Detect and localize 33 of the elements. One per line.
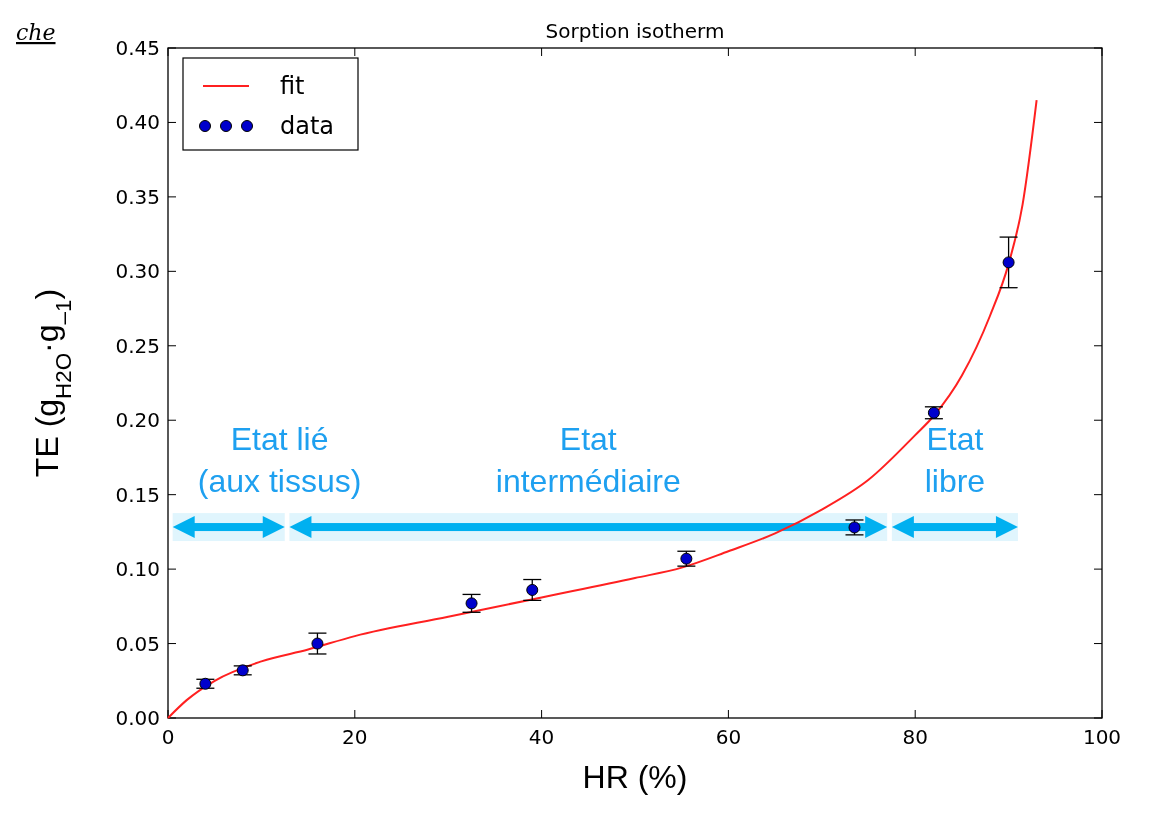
y-tick-label: 0.05 [115,631,160,656]
x-tick-label: 60 [715,725,742,749]
point [199,677,212,690]
x-tick-label: 80 [902,725,928,749]
x-tick-label: 20 [342,725,368,749]
x-tick-label: 40 [528,725,555,749]
text: che [16,20,56,45]
point [848,521,861,534]
point [526,583,539,596]
x-tick-label: 100 [1082,725,1122,749]
x-tick-label: 0 [161,725,175,749]
y-tick-label: 0.30 [115,259,160,284]
band-label: Etat intermédiaire [495,421,681,500]
legend-label: fit [280,72,305,100]
point [927,406,940,419]
y-tick-label: 0.10 [115,557,160,582]
band-label: Etat lié (aux tissus) [197,421,362,500]
y-tick-label: 0.20 [115,408,160,433]
point [1002,256,1015,269]
y-tick-label: 0.40 [115,110,160,135]
y-tick-label: 0.00 [115,706,160,730]
y-tick-label: 0.25 [115,333,160,358]
point [680,552,693,565]
chart-title: Sorption isotherm [545,19,725,43]
x-axis-title: HR (%) [582,759,688,795]
line-series [167,99,1038,719]
y-tick-label: 0.45 [115,36,160,60]
point [236,664,249,677]
legend-label: data [280,112,335,140]
band-label: Etat libre [924,421,986,500]
point [311,637,324,650]
y-tick-label: 0.35 [115,184,160,209]
y-tick-label: 0.15 [115,482,160,507]
